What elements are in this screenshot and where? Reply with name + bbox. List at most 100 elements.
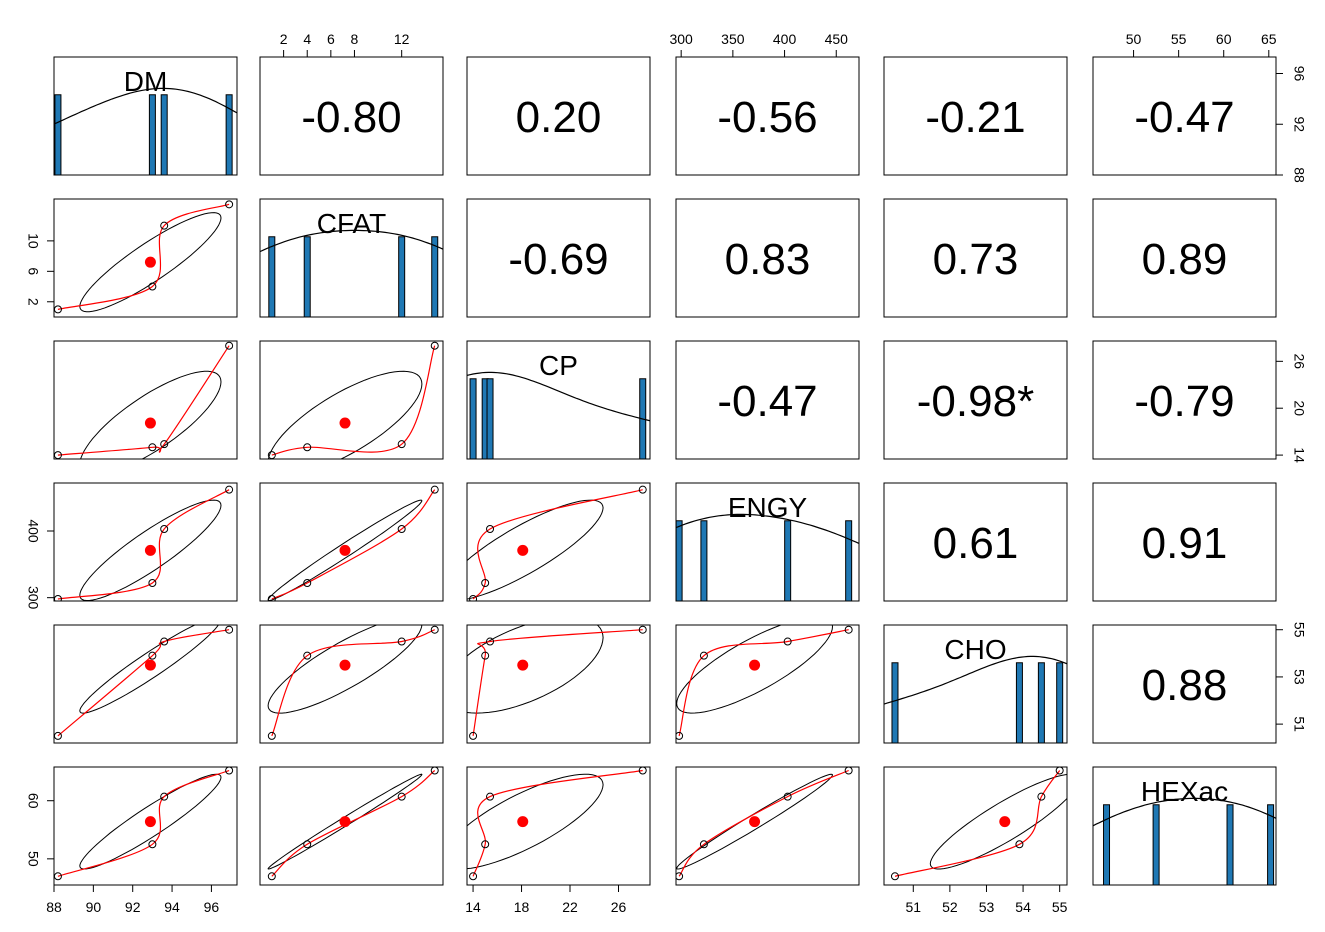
mean-point xyxy=(517,659,529,671)
correlation-ellipse xyxy=(80,370,222,459)
data-point xyxy=(225,200,234,209)
data-point xyxy=(430,625,439,634)
tick-label: 20 xyxy=(1291,400,1307,416)
tick-label: 300 xyxy=(25,586,41,610)
tick-label: 50 xyxy=(1126,31,1142,47)
correlation-ellipse xyxy=(676,625,834,714)
panel-frame xyxy=(259,766,444,886)
tick-label: 350 xyxy=(721,31,745,47)
data-point xyxy=(430,767,439,775)
data-point xyxy=(1037,792,1046,801)
data-point xyxy=(481,651,490,660)
data-point xyxy=(397,792,406,801)
panel-engy-dm xyxy=(53,482,238,602)
panel-frame xyxy=(466,766,651,886)
correlation-value: -0.21 xyxy=(925,93,1025,142)
data-point xyxy=(397,440,406,449)
panel-frame xyxy=(883,624,1068,744)
smoother-line xyxy=(678,629,849,737)
data-point xyxy=(676,872,684,881)
correlation-value: 0.20 xyxy=(516,93,602,142)
tick-label: 55 xyxy=(1052,899,1068,915)
mean-point xyxy=(144,256,156,268)
data-point xyxy=(1015,840,1024,849)
tick-label: 92 xyxy=(125,899,141,915)
panel-frame xyxy=(675,624,860,744)
tick-label: 22 xyxy=(562,899,578,915)
data-point xyxy=(160,440,169,449)
correlation-value: -0.80 xyxy=(301,93,401,142)
smoother-line xyxy=(57,489,230,600)
histogram-bar xyxy=(1226,804,1234,885)
correlation-value: -0.47 xyxy=(1134,93,1234,142)
panel-dm-hexac: -0.47 xyxy=(1092,56,1277,176)
tick-label: 26 xyxy=(1291,354,1307,370)
correlation-ellipse xyxy=(267,370,423,459)
smoother-line xyxy=(472,629,643,736)
data-point xyxy=(160,637,169,646)
data-point xyxy=(148,651,157,660)
tick-label: 10 xyxy=(25,233,41,249)
variable-label: HEXac xyxy=(1141,776,1228,807)
panel-engy-engy: ENGY xyxy=(675,482,860,602)
panel-cho-hexac: 0.88 xyxy=(1092,624,1277,744)
smoother-line xyxy=(271,345,436,456)
tick-label: 51 xyxy=(905,899,921,915)
tick-label: 50 xyxy=(25,851,41,867)
histogram-bar xyxy=(1015,662,1023,743)
data-point xyxy=(148,282,157,291)
histogram-bar xyxy=(891,662,899,743)
histogram-bar xyxy=(676,520,683,601)
panel-dm-engy: -0.56 xyxy=(675,56,860,176)
panel-cp-cfat xyxy=(259,340,444,460)
data-point xyxy=(397,525,406,533)
mean-point xyxy=(144,816,156,828)
panel-dm-cp: 0.20 xyxy=(466,56,651,176)
correlation-ellipse xyxy=(267,625,423,714)
tick-label: 2 xyxy=(280,31,288,47)
correlation-value: 0.89 xyxy=(1142,235,1228,284)
smoother-line xyxy=(57,629,230,737)
panel-cp-cho: -0.98* xyxy=(883,340,1068,460)
correlation-value: 0.83 xyxy=(725,235,811,284)
panel-frame xyxy=(466,340,651,460)
data-point xyxy=(469,731,478,740)
panel-dm-dm: DM xyxy=(53,56,238,176)
tick-label: 65 xyxy=(1261,31,1277,47)
panel-frame xyxy=(675,766,860,886)
data-point xyxy=(303,579,312,587)
correlation-value: -0.47 xyxy=(717,377,817,426)
tick-label: 88 xyxy=(46,899,62,915)
data-point xyxy=(267,595,276,601)
data-point xyxy=(481,579,490,587)
panel-frame xyxy=(675,482,860,602)
correlation-value: 0.91 xyxy=(1142,519,1228,568)
tick-label: 12 xyxy=(394,31,410,47)
panel-cho-cp xyxy=(466,624,651,744)
correlation-value: -0.79 xyxy=(1134,377,1234,426)
density-curve xyxy=(884,655,1067,705)
correlation-ellipse xyxy=(79,212,222,313)
data-point xyxy=(486,792,495,801)
panel-hexac-cfat xyxy=(259,766,444,886)
panel-hexac-cho xyxy=(883,766,1068,886)
smoother-line xyxy=(57,203,230,310)
panel-cfat-engy: 0.83 xyxy=(675,198,860,318)
tick-label: 2 xyxy=(25,298,41,306)
smoother-line xyxy=(271,629,435,737)
panel-engy-cho: 0.61 xyxy=(883,482,1068,602)
tick-label: 88 xyxy=(1291,167,1307,183)
correlation-ellipse xyxy=(676,773,834,870)
histogram-bar xyxy=(268,236,276,317)
panel-frame xyxy=(53,340,238,460)
correlation-value: -0.98* xyxy=(917,377,1034,426)
data-point xyxy=(486,525,495,533)
tick-label: 4 xyxy=(303,31,311,47)
panel-frame xyxy=(1092,624,1277,744)
histogram-bar xyxy=(1152,804,1160,885)
panel-frame xyxy=(883,56,1068,176)
panel-cfat-dm xyxy=(53,198,238,318)
panel-frame xyxy=(883,482,1068,602)
tick-label: 54 xyxy=(1015,899,1031,915)
